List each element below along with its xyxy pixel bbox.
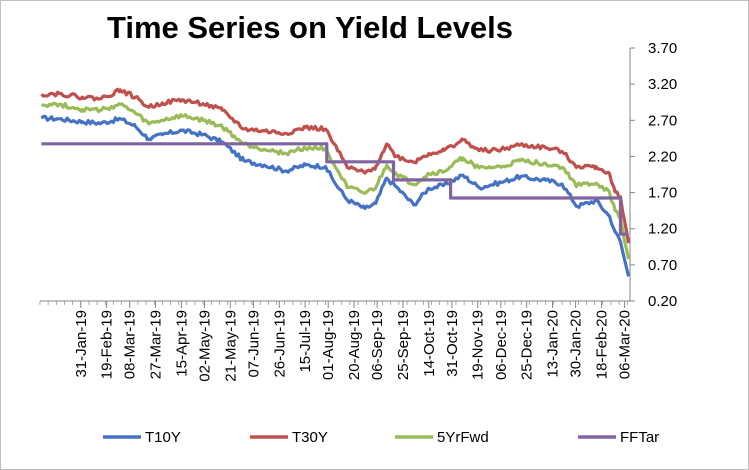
chart-axes: 3.70 3.20 2.70 2.20 1.70 1.20 0.70 0.20 31-Jan-1… [39, 40, 677, 382]
x-tick-label: 18-Feb-20 [593, 310, 610, 379]
series-line-t30y [40, 87, 631, 244]
x-tick-label: 13-Jan-20 [545, 310, 562, 378]
x-tick-label: 19-Feb-19 [99, 310, 116, 379]
x-tick-label: 06-Dec-19 [493, 310, 510, 380]
x-tick-label: 31-Jan-19 [73, 310, 90, 378]
legend-label-t10y: T10Y [145, 429, 181, 446]
x-tick-label: 01-Aug-19 [320, 310, 337, 380]
x-tick-label: 07-Jun-19 [245, 310, 262, 378]
x-tick-label: 26-Jun-19 [271, 310, 288, 378]
y-tick-label: 2.70 [648, 112, 677, 129]
legend-label-fftar: FFTar [620, 429, 659, 446]
x-tick-label: 25-Dec-19 [519, 310, 536, 380]
x-tick-label: 06-Sep-19 [369, 310, 386, 380]
series-line-fftar [41, 142, 629, 236]
legend-label-t30y: T30Y [292, 429, 328, 446]
series-line-5yrfwd [40, 101, 631, 260]
x-tick-label: 31-Oct-19 [444, 310, 461, 377]
chart-title: Time Series on Yield Levels [106, 10, 514, 45]
y-tick-label: 1.20 [648, 221, 677, 238]
x-tick-label: 15-Jul-19 [297, 310, 314, 373]
x-tick-label: 27-Mar-19 [148, 310, 165, 379]
y-tick-label: 0.20 [648, 293, 677, 310]
x-tick-label: 06-Mar-20 [617, 310, 634, 379]
x-tick-label: 20-Aug-19 [346, 310, 363, 380]
x-tick-label: 15-Apr-19 [173, 310, 190, 377]
x-tick-label: 19-Nov-19 [470, 310, 487, 380]
x-tick-label: 21-May-19 [222, 310, 239, 382]
legend-label-5yrfwd: 5YrFwd [437, 429, 489, 446]
y-tick-label: 0.70 [648, 257, 677, 274]
y-tick-label: 2.20 [648, 148, 677, 165]
x-tick-label: 30-Jan-20 [568, 310, 585, 378]
x-tick-label: 25-Sep-19 [395, 310, 412, 380]
chart-legend: T10Y T30Y 5YrFwd FFTar [103, 429, 659, 446]
y-tick-label: 3.70 [648, 40, 677, 57]
chart-series-layer [40, 87, 631, 277]
y-tick-label: 1.70 [648, 185, 677, 202]
series-line-t10y [40, 114, 631, 277]
x-tick-label: 14-Oct-19 [421, 310, 438, 377]
y-tick-label: 3.20 [648, 76, 677, 93]
x-tick-label: 08-Mar-19 [122, 310, 139, 379]
x-tick-label: 02-May-19 [196, 310, 213, 382]
